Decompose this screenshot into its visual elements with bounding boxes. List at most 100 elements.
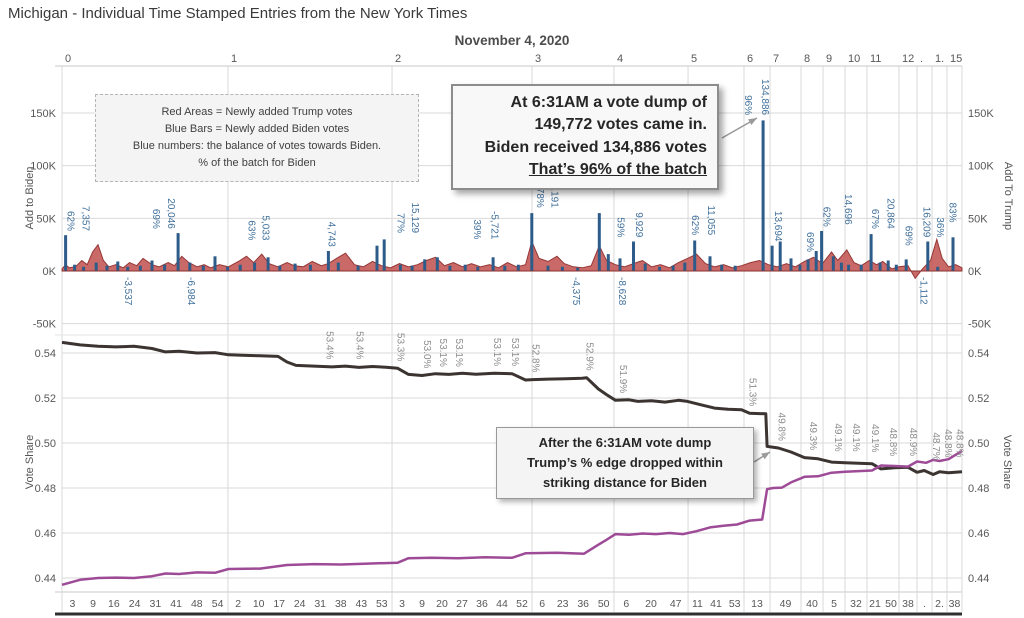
minute-tick-label: 32 [850, 598, 862, 610]
biden-votes-bar [94, 262, 98, 271]
minute-tick-label: 3 [399, 598, 405, 610]
biden-votes-bar [398, 264, 402, 271]
biden-votes-bar [163, 264, 167, 271]
ytick-label-left: -50K [33, 319, 57, 331]
ytick-label-right: 100K [968, 161, 994, 173]
minute-tick-label: 54 [212, 598, 224, 610]
share-percent-label: 48.8% [887, 428, 898, 456]
biden-votes-bar [643, 263, 647, 271]
batch-data-label: 39% [471, 219, 482, 239]
biden-votes-bar [814, 251, 818, 271]
minute-tick-label: 21 [869, 598, 881, 610]
batch-data-label: 36% [934, 217, 945, 237]
ytick-label-right: 0.48 [968, 483, 989, 495]
biden-votes-bar [64, 235, 68, 271]
ytick-label-left: 0.52 [35, 393, 56, 405]
biden-votes-bar [105, 265, 109, 271]
biden-votes-bar [326, 251, 330, 271]
biden-votes-bar [138, 265, 142, 271]
biden-votes-bar [73, 264, 77, 271]
biden-share-line [61, 449, 963, 587]
biden-votes-bar [632, 241, 635, 271]
ytick-label-right: 0.52 [968, 393, 989, 405]
minute-tick-label: 53 [376, 598, 388, 610]
trump-share-line [61, 340, 963, 476]
share-percent-label: 49.8% [775, 413, 786, 441]
minute-tick-label: 49 [780, 598, 792, 610]
hour-tick-label: 1. [935, 53, 944, 65]
hour-tick-label: 8 [804, 53, 810, 65]
biden-votes-bar [423, 259, 427, 271]
minute-tick-label: 48 [191, 598, 203, 610]
ytick-label-right: 0.46 [968, 528, 989, 540]
biden-votes-bar [926, 241, 930, 271]
batch-data-label: 20,864 [884, 198, 895, 229]
callout-dump-line-2: 149,772 votes came in. [534, 116, 707, 134]
hour-tick-label: 11 [870, 53, 881, 65]
biden-votes-bar [886, 260, 890, 271]
hour-tick-label: 10 [848, 53, 860, 65]
minute-tick-label: 31 [150, 598, 162, 610]
ytick-label-left: 0.50 [35, 438, 56, 450]
hour-tick-label: 9 [826, 53, 832, 65]
hour-tick-label: 2 [395, 53, 401, 65]
batch-data-label: 96% [742, 95, 753, 115]
ytick-label-left: 50K [36, 213, 56, 225]
batch-data-label: 83% [946, 203, 957, 223]
minute-tick-label: 40 [806, 598, 818, 610]
batch-data-label: 7,357 [80, 206, 91, 231]
biden-votes-bar [356, 265, 360, 271]
minute-tick-label: 31 [314, 598, 326, 610]
chart-title: Michigan - Individual Time Stamped Entri… [8, 5, 468, 22]
ytick-label-right: 150K [968, 108, 994, 120]
share-percent-label: 49.1% [832, 423, 843, 451]
batch-data-label: 62% [820, 207, 831, 227]
biden-votes-bar [778, 241, 782, 271]
biden-votes-bar [375, 245, 379, 271]
biden-votes-bar [683, 262, 687, 271]
batch-data-label: 77% [395, 213, 406, 233]
biden-votes-bar [516, 264, 520, 271]
biden-votes-bar [806, 259, 810, 271]
hour-tick-label: 5 [691, 53, 697, 65]
share-percent-label: 48.7% [930, 432, 941, 460]
callout-share-line-3: striking distance for Biden [543, 475, 707, 491]
minute-tick-label: 20 [436, 598, 448, 610]
axis-title-vote-share-left: Vote Share [24, 434, 36, 490]
minute-tick-label: 2 [235, 598, 241, 610]
biden-votes-bar [618, 258, 622, 271]
biden-votes-bar [720, 264, 724, 271]
minute-tick-label: 36 [476, 598, 488, 610]
minute-tick-label: 38 [902, 598, 914, 610]
ytick-label-left: 0.44 [35, 573, 56, 585]
batch-data-label: 69% [150, 209, 161, 229]
callout-dump-line-3: Biden received 134,886 votes [484, 138, 707, 156]
ytick-label-left: 0.48 [35, 483, 56, 495]
biden-votes-bar [266, 257, 270, 271]
biden-votes-bar [226, 266, 230, 271]
biden-votes-bar [839, 262, 843, 271]
biden-votes-bar [382, 239, 386, 271]
biden-votes-bar [308, 264, 312, 271]
minute-tick-label: 41 [170, 598, 182, 610]
share-percent-label: 53.1% [509, 338, 520, 366]
minute-tick-label: 50 [598, 598, 610, 610]
biden-votes-bar [176, 233, 180, 271]
hour-tick-label: 1 [231, 53, 237, 65]
ytick-label-right: 50K [968, 213, 988, 225]
axis-title-add-to-biden: Add to Biden [24, 166, 36, 230]
callout-dump-line-4: That’s 96% of the batch [528, 161, 707, 179]
ytick-label-right: 0.54 [968, 348, 989, 360]
share-percent-label: 51.3% [747, 378, 758, 406]
minute-tick-label: . [923, 598, 926, 610]
biden-votes-bar [606, 254, 610, 271]
biden-votes-bar [831, 256, 835, 271]
minute-tick-label: 47 [670, 598, 682, 610]
biden-votes-bar [503, 265, 507, 271]
hour-tick-label: 7 [773, 53, 779, 65]
minute-tick-label: 36 [577, 598, 589, 610]
legend-note: Red Areas = Newly added Trump votes Blue… [95, 94, 419, 182]
ytick-label-right: 0.44 [968, 573, 989, 585]
biden-votes-bar [820, 231, 824, 271]
